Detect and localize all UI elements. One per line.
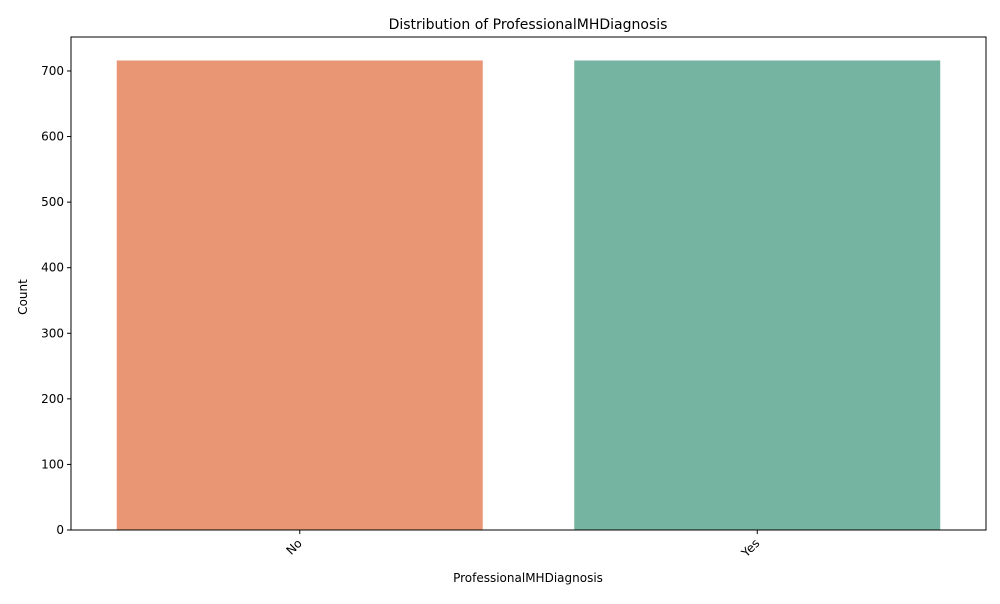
y-axis: 0 100 200 300 400 500 600 700 bbox=[41, 64, 71, 537]
plot-area bbox=[116, 60, 941, 530]
y-tick-label: 500 bbox=[41, 195, 64, 209]
chart-title: Distribution of ProfessionalMHDiagnosis bbox=[389, 17, 668, 33]
y-tick-label: 100 bbox=[41, 457, 64, 471]
x-axis-label: ProfessionalMHDiagnosis bbox=[453, 571, 603, 585]
y-tick-label: 600 bbox=[41, 130, 64, 144]
bar-yes bbox=[574, 60, 941, 530]
bar-no bbox=[116, 60, 483, 530]
y-tick-label: 300 bbox=[41, 326, 64, 340]
y-tick-label: 400 bbox=[41, 261, 64, 275]
plot-frame bbox=[70, 36, 987, 531]
y-axis-label: Count bbox=[16, 279, 30, 315]
y-tick-label: 700 bbox=[41, 64, 64, 78]
y-tick-label: 200 bbox=[41, 392, 64, 406]
y-tick-label: 0 bbox=[56, 523, 64, 537]
